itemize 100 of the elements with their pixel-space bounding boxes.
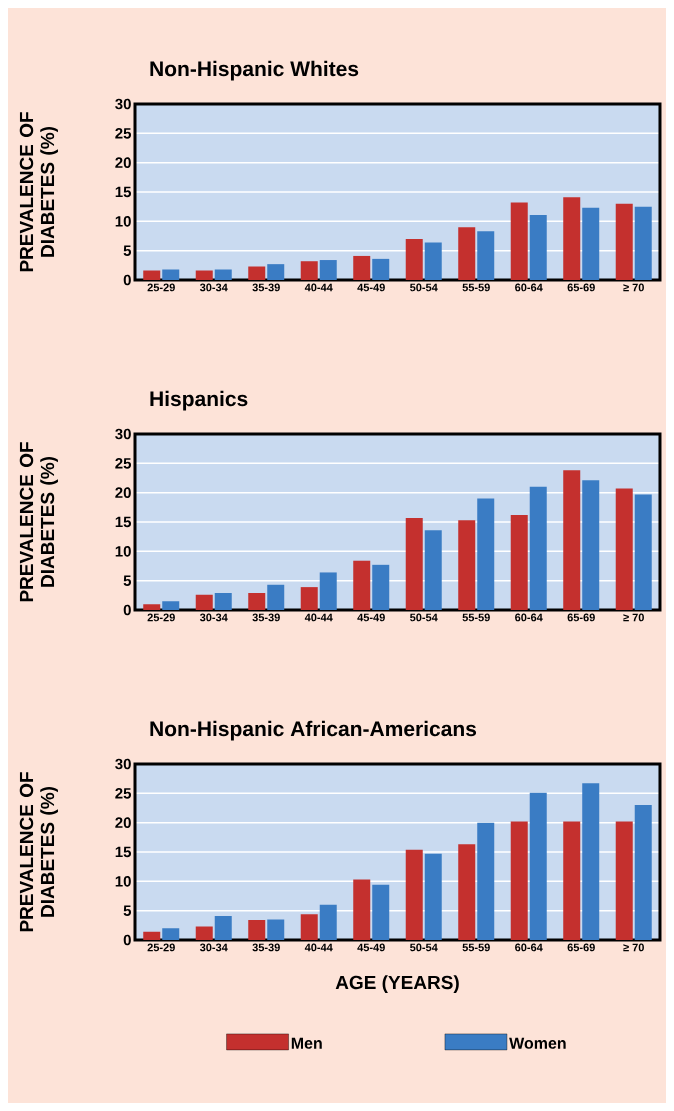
x-tick-label: ≥ 70: [623, 943, 644, 952]
y-tick-label: 30: [115, 428, 131, 440]
bar: [529, 792, 547, 940]
bar: [582, 783, 600, 940]
bar: [300, 261, 318, 280]
bar: [372, 884, 390, 940]
x-axis-title: AGE (YEARS): [335, 975, 459, 993]
y-tick-label: 0: [123, 934, 131, 946]
y-tick-label: 10: [115, 546, 131, 557]
y-tick-label: 20: [115, 157, 131, 168]
legend-label: Men: [291, 1037, 322, 1049]
x-tick-label: 25-29: [147, 283, 175, 292]
x-tick-label: 50-54: [410, 283, 438, 292]
bar: [214, 269, 232, 280]
y-tick-label: 20: [115, 487, 131, 498]
bar: [510, 514, 528, 610]
bar: [162, 269, 180, 280]
x-tick-label: 35-39: [252, 283, 280, 292]
bar: [458, 227, 476, 280]
bar: [424, 242, 442, 280]
x-tick-label: 65-69: [567, 283, 595, 292]
y-tick-label: 10: [115, 876, 131, 887]
bar: [319, 904, 337, 940]
bar: [372, 564, 390, 610]
bar: [563, 821, 581, 940]
bar: [267, 584, 285, 610]
x-tick-label: 30-34: [199, 943, 228, 952]
bar: [248, 920, 266, 940]
y-tick-label: 15: [115, 186, 132, 198]
x-tick-label: 50-54: [410, 943, 438, 952]
x-tick-label: ≥ 70: [623, 613, 644, 622]
x-tick-label: 55-59: [462, 613, 490, 622]
x-tick-label: 65-69: [567, 613, 595, 622]
x-tick-label: 50-54: [410, 613, 438, 622]
bar: [563, 197, 581, 280]
legend-label: Women: [509, 1037, 566, 1049]
bar: [477, 498, 495, 610]
bar: [372, 258, 390, 280]
x-tick-label: 60-64: [515, 943, 543, 952]
bar: [353, 255, 371, 280]
bar: [405, 517, 423, 610]
bar: [634, 206, 652, 280]
bar: [214, 915, 232, 940]
y-tick-label: 0: [123, 274, 131, 286]
bar: [615, 203, 633, 280]
bar: [143, 931, 161, 940]
bar: [353, 560, 371, 610]
bar: [405, 849, 423, 940]
bar: [353, 879, 371, 940]
x-tick-label: 45-49: [357, 283, 385, 292]
chart-title: Non-Hispanic Whites: [150, 60, 359, 81]
bar: [458, 844, 476, 940]
x-tick-label: 40-44: [304, 943, 333, 952]
x-tick-label: 35-39: [252, 613, 280, 622]
bar: [195, 270, 213, 280]
bar: [214, 592, 232, 610]
bar: [300, 587, 318, 610]
x-tick-label: 55-59: [462, 283, 490, 292]
bar: [477, 231, 495, 280]
bar: [477, 822, 495, 940]
bar: [319, 260, 337, 280]
bar: [267, 264, 285, 280]
bar: [424, 853, 442, 940]
bar: [510, 202, 528, 280]
bar: [162, 928, 180, 940]
y-tick-label: 15: [115, 846, 132, 858]
bar: [615, 821, 633, 940]
y-tick-label: 5: [123, 575, 132, 586]
bar: [458, 520, 476, 610]
x-tick-label: 30-34: [199, 613, 228, 622]
y-axis-title: PREVALENCE OF DIABETES (%): [19, 442, 58, 602]
x-tick-label: 30-34: [199, 283, 228, 292]
y-tick-label: 0: [123, 604, 131, 616]
bar: [195, 926, 213, 940]
bar: [319, 572, 337, 610]
bar: [615, 488, 633, 610]
y-tick-label: 15: [115, 516, 132, 528]
bar: [563, 470, 581, 610]
y-tick-label: 25: [115, 788, 132, 799]
chart-title: Non-Hispanic African-Americans: [150, 720, 477, 741]
y-tick-label: 10: [115, 216, 131, 227]
bar: [582, 207, 600, 280]
y-axis-title: PREVALENCE OF DIABETES (%): [19, 112, 58, 272]
x-tick-label: 65-69: [567, 943, 595, 952]
x-tick-label: 35-39: [252, 943, 280, 952]
bar: [248, 266, 266, 280]
y-tick-label: 25: [115, 458, 132, 469]
x-tick-label: 25-29: [147, 613, 175, 622]
y-tick-label: 5: [123, 905, 132, 916]
y-tick-label: 30: [115, 98, 131, 110]
bar: [300, 914, 318, 940]
chart-title: Hispanics: [150, 390, 248, 411]
x-tick-label: 40-44: [304, 283, 333, 292]
x-tick-label: 45-49: [357, 943, 385, 952]
x-tick-label: 60-64: [515, 613, 543, 622]
bar: [582, 480, 600, 610]
x-tick-label: 45-49: [357, 613, 385, 622]
bar: [248, 592, 266, 610]
bar: [195, 594, 213, 610]
bar: [143, 270, 161, 280]
